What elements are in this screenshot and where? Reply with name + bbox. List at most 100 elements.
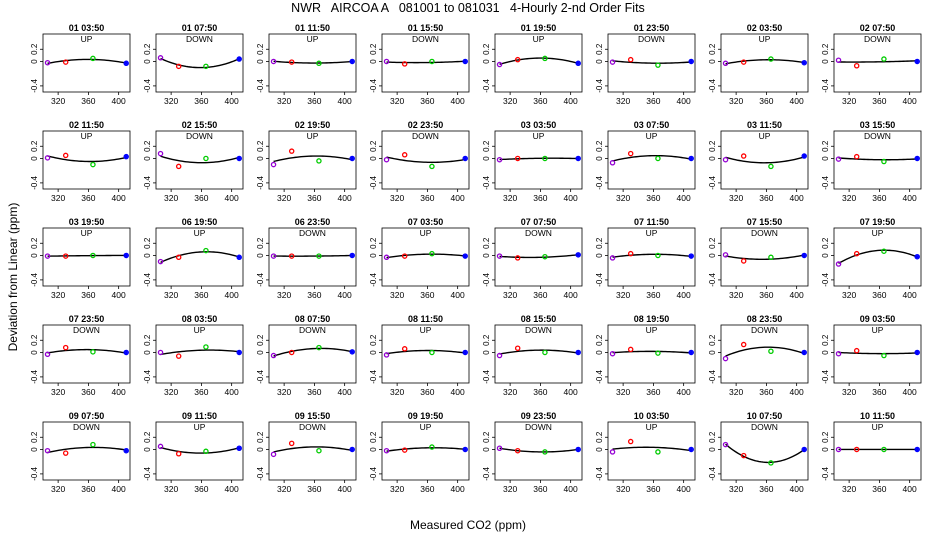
y-tick-label: 0 [595,447,604,452]
x-tick-label: 400 [677,290,691,300]
data-point [62,450,69,456]
data-point [401,61,408,67]
x-tick-label: 360 [646,387,660,397]
x-tick-label: 360 [81,290,95,300]
y-tick-label: -0.4 [821,175,830,189]
fit-curve [612,350,692,354]
x-tick-label: 320 [842,290,856,300]
data-point [462,58,468,65]
data-point [383,254,390,261]
panel-title: 01 11:50 [295,23,330,33]
data-point [349,252,355,259]
panel-direction-label: DOWN [751,422,778,432]
panel-title: 09 11:50 [182,411,217,421]
x-tick-label: 320 [390,387,404,397]
y-tick-label: 0 [143,253,152,258]
x-tick-label: 320 [729,484,743,494]
panel-frame [381,324,470,384]
panel-direction-label: UP [646,422,658,432]
data-point-end [350,447,354,452]
x-tick-label: 320 [277,484,291,494]
y-tick-label: 0.2 [256,140,265,152]
data-point [90,252,96,259]
data-point-end [802,61,806,65]
data-point [575,446,581,453]
panel-direction-label: UP [420,422,432,432]
y-tick-label: 0 [30,156,39,161]
x-tick-label: 320 [51,290,65,300]
data-point [609,255,616,261]
panel-title: 07 07:50 [521,217,557,227]
panel-frame [268,421,357,481]
data-point-end [576,61,580,65]
x-tick-label: 360 [307,387,321,397]
data-point [157,55,164,61]
data-point-end [576,253,580,257]
y-tick-label: 0 [30,59,39,64]
x-tick-label: 360 [533,96,547,106]
data-point [270,451,277,458]
panel-direction-label: DOWN [186,34,213,44]
data-point [349,155,355,162]
data-point [236,56,242,62]
panel-title: 01 15:50 [408,23,444,33]
data-point [236,254,242,261]
panel-title: 08 19:50 [634,314,670,324]
y-tick-label: 0.2 [30,140,39,152]
data-point [853,250,860,257]
data-point-end [463,350,467,355]
x-tick-label: 400 [225,484,239,494]
data-point-end [350,156,354,161]
fit-curve [386,253,466,259]
data-point [288,440,295,447]
x-tick-label: 320 [503,96,517,106]
data-point-end [237,57,241,61]
panel-title: 02 07:50 [860,23,896,33]
data-point [627,150,634,157]
panel-frame [42,130,131,190]
data-point [688,58,694,65]
panel-direction-label: DOWN [751,325,778,335]
y-tick-label: 0.2 [821,334,830,346]
data-point [496,352,503,359]
data-point [157,443,164,450]
x-tick-label: 360 [420,96,434,106]
y-tick-label: 0.2 [708,431,717,443]
panel-direction-label: UP [81,34,93,44]
y-tick-label: 0 [708,59,717,64]
panel-title: 10 07:50 [747,411,783,421]
data-point [462,253,468,259]
data-point [496,156,503,163]
data-point [383,352,390,358]
panel-title: 09 19:50 [408,411,444,421]
panel-direction-label: UP [81,228,93,238]
y-tick-label: 0.2 [256,334,265,346]
data-point [401,447,408,453]
y-tick-label: 0.2 [30,431,39,443]
x-tick-label: 400 [677,387,691,397]
data-point [349,446,355,453]
y-tick-label: 0 [30,253,39,258]
y-tick-label: -0.4 [821,369,830,383]
x-tick-label: 400 [790,290,804,300]
y-tick-label: 0 [30,447,39,452]
x-tick-label: 360 [646,290,660,300]
panel-frame [494,421,583,481]
chart-title: NWR AIRCOA A 081001 to 081031 4-Hourly 2… [291,1,645,15]
y-tick-label: 0.2 [30,43,39,55]
panel-frame [833,130,922,190]
x-tick-label: 400 [903,290,917,300]
x-tick-label: 320 [503,484,517,494]
x-tick-label: 400 [564,484,578,494]
data-point-end [124,61,128,65]
y-tick-label: -0.4 [369,369,378,383]
panel-direction-label: DOWN [299,422,326,432]
